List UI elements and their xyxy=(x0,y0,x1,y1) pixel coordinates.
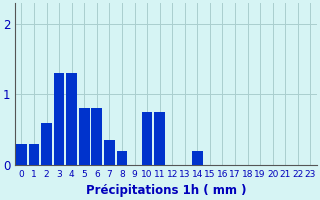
Bar xyxy=(104,140,115,165)
X-axis label: Précipitations 1h ( mm ): Précipitations 1h ( mm ) xyxy=(86,184,246,197)
Bar xyxy=(54,73,64,165)
Bar xyxy=(79,108,90,165)
Bar xyxy=(41,123,52,165)
Bar xyxy=(116,151,127,165)
Bar xyxy=(16,144,27,165)
Bar xyxy=(154,112,165,165)
Bar xyxy=(66,73,77,165)
Bar xyxy=(29,144,39,165)
Bar xyxy=(192,151,203,165)
Bar xyxy=(92,108,102,165)
Bar xyxy=(142,112,152,165)
